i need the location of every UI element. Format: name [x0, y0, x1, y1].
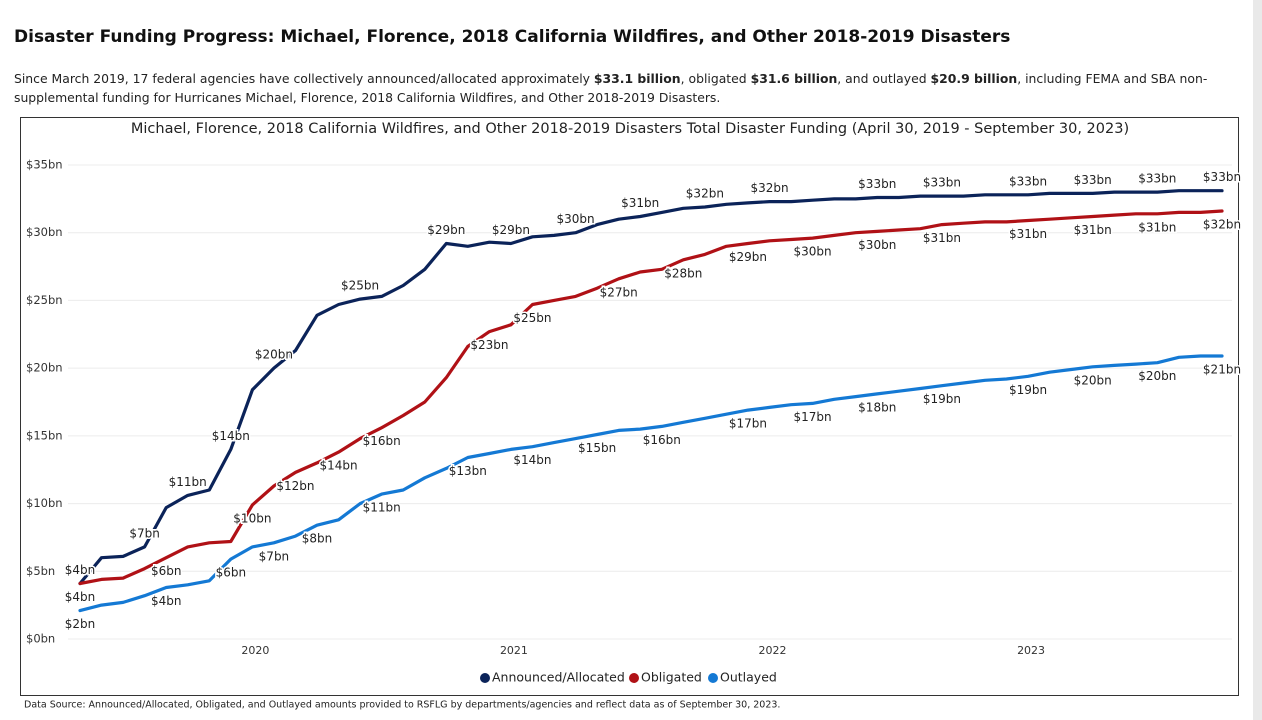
data-label: $30bn: [858, 238, 896, 252]
x-tick-label: 2023: [1017, 644, 1045, 657]
data-label: $30bn: [557, 212, 595, 226]
data-label: $17bn: [794, 410, 832, 424]
description: Since March 2019, 17 federal agencies ha…: [14, 69, 1244, 107]
data-label: $25bn: [513, 311, 551, 325]
data-label: $8bn: [302, 532, 333, 546]
y-tick-label: $15bn: [26, 428, 63, 442]
data-label: $4bn: [65, 590, 96, 604]
desc-text: , and outlayed: [837, 71, 931, 86]
data-label: $33bn: [923, 176, 961, 190]
data-label: $16bn: [643, 433, 681, 447]
y-tick-label: $0bn: [26, 632, 55, 646]
data-label: $32bn: [1203, 218, 1241, 232]
data-label: $4bn: [65, 563, 96, 577]
data-label: $33bn: [1009, 174, 1047, 188]
data-label: $30bn: [794, 245, 832, 259]
data-label: $7bn: [129, 526, 160, 540]
y-tick-label: $20bn: [26, 361, 63, 375]
x-tick-label: 2022: [759, 644, 787, 657]
data-label: $31bn: [1138, 220, 1176, 234]
data-label: $31bn: [1009, 227, 1047, 241]
legend-marker: [708, 673, 718, 683]
data-label: $25bn: [341, 279, 379, 293]
data-label: $16bn: [363, 434, 401, 448]
data-label: $7bn: [259, 549, 290, 563]
legend-marker: [629, 673, 639, 683]
desc-text: , including FEMA and SBA non-supplementa…: [14, 71, 1208, 105]
data-label: $6bn: [151, 564, 182, 578]
series-line: [78, 354, 1224, 613]
data-label: $13bn: [449, 464, 487, 478]
data-label: $18bn: [858, 400, 896, 414]
legend-marker: [480, 673, 490, 683]
chart-title: Michael, Florence, 2018 California Wildf…: [131, 121, 1129, 137]
data-label: $31bn: [1074, 223, 1112, 237]
data-label: $33bn: [1203, 170, 1241, 184]
data-label: $19bn: [1009, 383, 1047, 397]
scrollbar: [1253, 0, 1262, 720]
page-title: Disaster Funding Progress: Michael, Flor…: [14, 27, 1011, 47]
data-label: $15bn: [578, 441, 616, 455]
data-label: $32bn: [750, 181, 788, 195]
data-label: $23bn: [470, 338, 508, 352]
data-label: $28bn: [664, 266, 702, 280]
legend-label: Outlayed: [720, 670, 777, 685]
source-note: Data Source: Announced/Allocated, Obliga…: [24, 700, 780, 711]
data-label: $14bn: [513, 453, 551, 467]
data-label: $33bn: [858, 177, 896, 191]
data-label: $29bn: [492, 223, 530, 237]
x-tick-label: 2021: [500, 644, 528, 657]
data-label: $21bn: [1203, 362, 1241, 376]
data-label: $4bn: [151, 594, 182, 608]
data-label: $32bn: [686, 186, 724, 200]
data-label: $11bn: [363, 501, 401, 515]
y-tick-label: $10bn: [26, 496, 63, 510]
data-label: $31bn: [621, 196, 659, 210]
desc-text: , obligated: [680, 71, 751, 86]
data-label: $20bn: [1138, 369, 1176, 383]
desc-bold: $33.1 billion: [593, 71, 681, 86]
data-label: $19bn: [923, 392, 961, 406]
y-tick-label: $5bn: [26, 564, 55, 578]
data-label: $12bn: [276, 479, 314, 493]
data-label: $29bn: [427, 223, 465, 237]
legend-label: Obligated: [641, 670, 702, 685]
data-label: $33bn: [1138, 172, 1176, 186]
data-label: $27bn: [600, 285, 638, 299]
legend-label: Announced/Allocated: [492, 670, 625, 685]
data-label: $20bn: [255, 348, 293, 362]
series-line: [78, 209, 1224, 586]
data-label: $11bn: [169, 475, 207, 489]
data-label: $20bn: [1074, 373, 1112, 387]
data-label: $17bn: [729, 417, 767, 431]
data-label: $29bn: [729, 250, 767, 264]
data-label: $10bn: [233, 511, 271, 525]
desc-bold: $20.9 billion: [930, 71, 1018, 86]
data-label: $2bn: [65, 617, 96, 631]
data-label: $31bn: [923, 231, 961, 245]
y-tick-label: $30bn: [26, 225, 63, 239]
y-tick-label: $25bn: [26, 293, 63, 307]
desc-bold: $31.6 billion: [750, 71, 838, 86]
data-label: $14bn: [319, 459, 357, 473]
data-label: $6bn: [216, 566, 247, 580]
data-label: $33bn: [1074, 173, 1112, 187]
x-tick-label: 2020: [241, 644, 269, 657]
y-tick-label: $35bn: [26, 158, 63, 172]
chart-frame: [20, 117, 1239, 696]
data-label: $14bn: [212, 429, 250, 443]
desc-text: Since March 2019, 17 federal agencies ha…: [14, 71, 594, 86]
series-line: [78, 189, 1224, 586]
